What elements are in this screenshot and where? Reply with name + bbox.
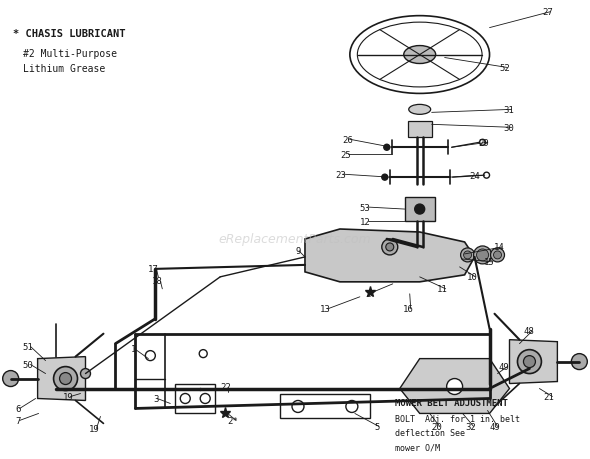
Text: 16: 16 [403, 305, 414, 313]
Polygon shape [38, 357, 86, 401]
Text: 51: 51 [22, 342, 34, 352]
Text: 31: 31 [503, 106, 514, 115]
Text: 21: 21 [543, 392, 555, 401]
Text: 2: 2 [365, 290, 370, 299]
Text: 29: 29 [479, 139, 490, 147]
Text: 13: 13 [320, 305, 330, 313]
Text: MOWER BELT ADJUSTMENT: MOWER BELT ADJUSTMENT [395, 398, 507, 408]
Text: 25: 25 [340, 151, 350, 159]
Text: 20: 20 [432, 422, 442, 431]
Text: 10: 10 [467, 273, 477, 282]
Text: 19: 19 [88, 424, 99, 433]
Circle shape [54, 367, 77, 391]
Text: BOLT  Adj. for 1 in. belt: BOLT Adj. for 1 in. belt [395, 414, 520, 424]
Text: 30: 30 [503, 123, 514, 133]
Text: 53: 53 [360, 203, 371, 212]
Polygon shape [400, 359, 510, 414]
Text: 7: 7 [16, 416, 21, 425]
Polygon shape [405, 198, 435, 222]
Circle shape [384, 145, 390, 151]
Text: deflection See: deflection See [395, 428, 465, 437]
Circle shape [490, 248, 504, 263]
Text: 1: 1 [130, 344, 136, 353]
Circle shape [461, 248, 474, 263]
Circle shape [415, 205, 425, 214]
Text: 18: 18 [152, 277, 163, 285]
Circle shape [386, 243, 394, 252]
Text: mower O/M: mower O/M [395, 442, 440, 451]
Circle shape [382, 175, 388, 181]
Circle shape [80, 369, 90, 379]
Text: #2 Multi-Purpose: #2 Multi-Purpose [22, 49, 117, 58]
Text: 48: 48 [524, 326, 535, 336]
Circle shape [145, 351, 155, 361]
Circle shape [517, 350, 542, 374]
Polygon shape [305, 230, 474, 282]
Text: 22: 22 [220, 382, 231, 391]
Circle shape [181, 394, 190, 403]
Text: 26: 26 [342, 135, 353, 145]
Circle shape [292, 401, 304, 413]
Circle shape [571, 354, 587, 370]
Circle shape [493, 252, 501, 259]
Text: eReplacementParts.com: eReplacementParts.com [219, 232, 371, 245]
Text: 2*: 2* [227, 416, 238, 425]
Circle shape [346, 401, 358, 413]
Text: 12: 12 [360, 217, 371, 226]
Text: 9: 9 [295, 247, 300, 256]
Text: 11: 11 [437, 285, 448, 294]
Text: 32: 32 [466, 422, 476, 431]
Text: 19: 19 [63, 392, 73, 401]
Text: 49: 49 [499, 362, 510, 371]
Text: 27: 27 [542, 8, 553, 17]
Circle shape [447, 379, 463, 395]
Circle shape [523, 356, 536, 368]
Text: 17: 17 [148, 265, 159, 274]
Text: 5: 5 [375, 422, 380, 431]
Circle shape [477, 249, 489, 261]
Polygon shape [510, 340, 558, 384]
Ellipse shape [404, 46, 435, 64]
Polygon shape [408, 122, 432, 138]
Ellipse shape [409, 105, 431, 115]
Text: 15: 15 [484, 258, 494, 267]
Text: 14: 14 [494, 243, 504, 252]
Circle shape [200, 394, 210, 403]
Circle shape [199, 350, 207, 358]
Text: 23: 23 [335, 170, 346, 179]
Text: 24: 24 [469, 171, 480, 180]
Text: 6: 6 [16, 404, 21, 413]
Text: 52: 52 [500, 64, 510, 73]
Text: Lithium Grease: Lithium Grease [22, 63, 105, 73]
Text: 3: 3 [153, 394, 159, 403]
Circle shape [3, 371, 19, 386]
Text: * CHASIS LUBRICANT: * CHASIS LUBRICANT [12, 28, 125, 39]
Text: 50: 50 [22, 360, 34, 369]
Circle shape [382, 240, 398, 255]
Circle shape [464, 252, 471, 259]
Circle shape [474, 246, 491, 264]
Text: 49: 49 [490, 422, 500, 431]
Circle shape [60, 373, 71, 385]
